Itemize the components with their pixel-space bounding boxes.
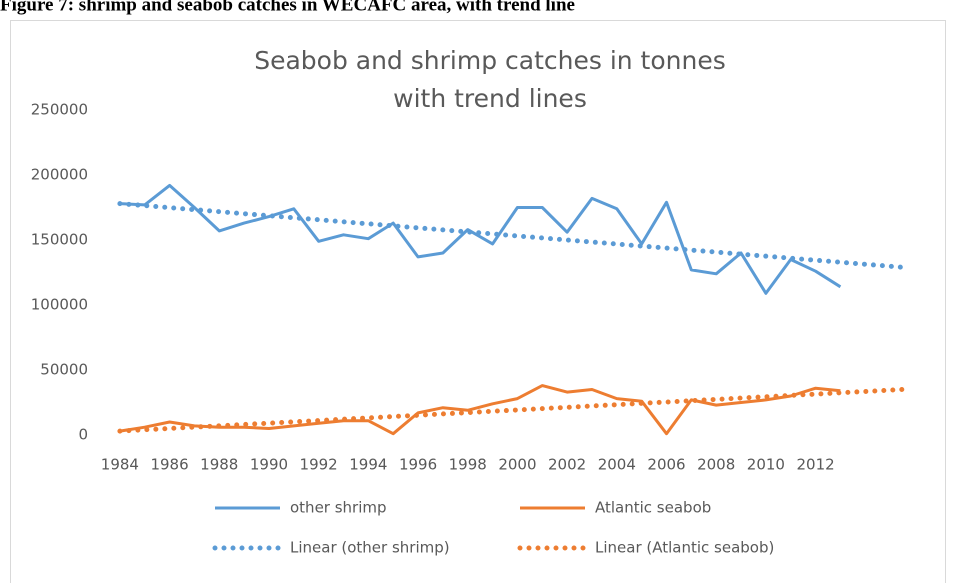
y-tick-label: 200000 xyxy=(31,166,88,184)
y-tick-label: 150000 xyxy=(31,231,88,249)
x-tick-label: 1990 xyxy=(250,456,288,474)
legend-label: Atlantic seabob xyxy=(595,499,711,517)
x-tick-label: 2010 xyxy=(747,456,785,474)
y-tick-label: 100000 xyxy=(31,296,88,314)
legend-label: other shrimp xyxy=(290,499,387,517)
data-line xyxy=(119,384,841,436)
chart-title: Seabob and shrimp catches in tonnes xyxy=(254,46,726,75)
x-tick-label: 2004 xyxy=(598,456,636,474)
x-tick-label: 2002 xyxy=(548,456,586,474)
x-tick-label: 2008 xyxy=(697,456,735,474)
x-tick-label: 1984 xyxy=(101,456,139,474)
figure-caption: Figure 7: shrimp and seabob catches in W… xyxy=(0,0,575,15)
x-tick-label: 2012 xyxy=(796,456,834,474)
legend-label: Linear (Atlantic seabob) xyxy=(595,539,774,557)
x-tick-label: 2006 xyxy=(647,456,685,474)
chart-title: with trend lines xyxy=(393,84,587,113)
y-tick-label: 0 xyxy=(78,426,88,444)
chart-border xyxy=(10,20,946,583)
trend-line xyxy=(117,201,905,270)
x-tick-label: 1992 xyxy=(300,456,338,474)
y-tick-label: 250000 xyxy=(31,101,88,119)
x-tick-label: 1988 xyxy=(200,456,238,474)
x-tick-label: 1998 xyxy=(449,456,487,474)
y-tick-label: 50000 xyxy=(40,361,88,379)
x-tick-label: 1994 xyxy=(349,456,387,474)
data-line xyxy=(119,183,842,295)
x-tick-label: 1986 xyxy=(150,456,188,474)
x-tick-label: 2000 xyxy=(498,456,536,474)
legend-label: Linear (other shrimp) xyxy=(290,539,450,557)
x-tick-label: 1996 xyxy=(399,456,437,474)
